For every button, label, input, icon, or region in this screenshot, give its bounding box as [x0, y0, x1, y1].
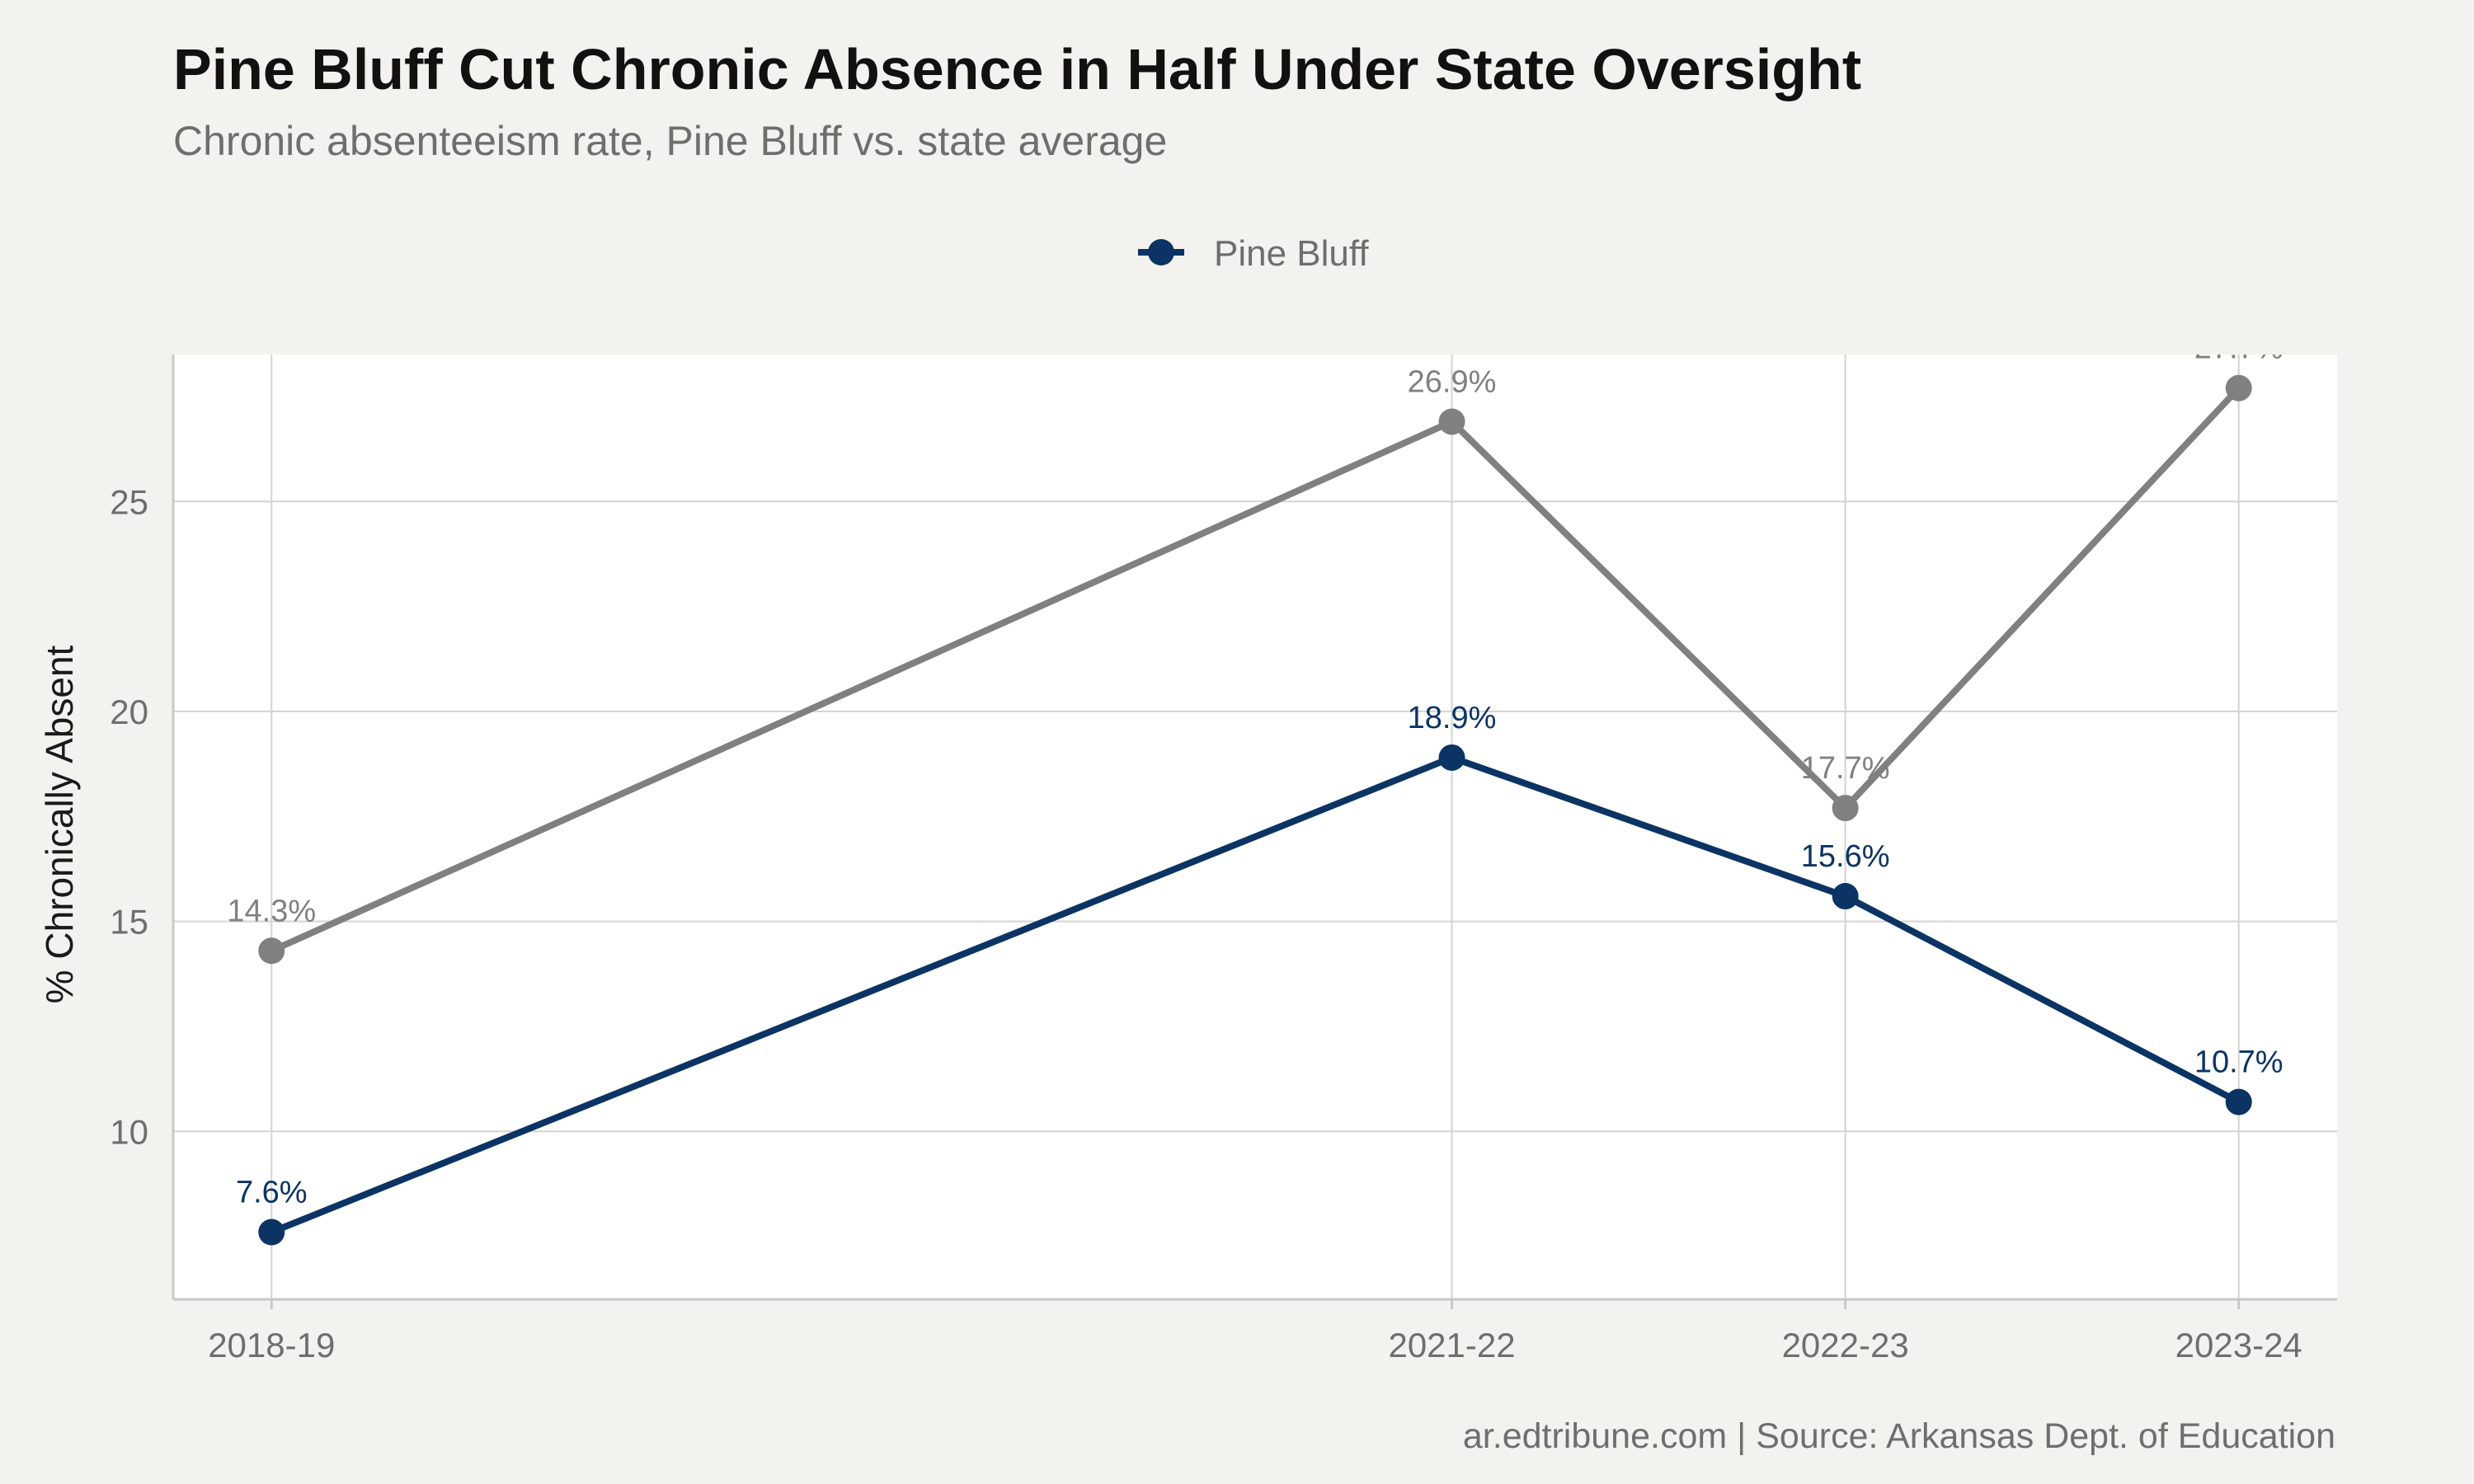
data-label-pine-bluff: 18.9% [1408, 701, 1497, 735]
tick-labels: 10 15 20 25 2018-19 2021-22 2022-23 2023-24 [110, 482, 2302, 1364]
source-caption: ar.edtribune.com | Source: Arkansas Dept… [1462, 1416, 2335, 1456]
data-label-state-average: 27.7% [2194, 331, 2284, 366]
legend-marker-pine-bluff [1148, 239, 1174, 265]
legend: Pine Bluff [1138, 233, 1369, 274]
data-point-pine-bluff [258, 1219, 285, 1246]
data-point-pine-bluff [2225, 1088, 2252, 1115]
data-point-state-average [1438, 408, 1465, 435]
data-point-state-average [258, 937, 285, 965]
series-line-state-average [268, 384, 2242, 955]
chart-subtitle: Chronic absenteeism rate, Pine Bluff vs.… [173, 118, 1168, 164]
data-label-state-average: 26.9% [1408, 364, 1497, 399]
data-point-pine-bluff [1832, 883, 1859, 910]
data-label-state-average: 17.7% [1801, 751, 1890, 786]
series [258, 374, 2252, 1246]
chart-title: Pine Bluff Cut Chronic Absence in Half U… [173, 37, 1862, 101]
x-tick-label: 2022-23 [1782, 1326, 1909, 1364]
y-tick-label: 20 [110, 693, 148, 731]
data-point-state-average [2225, 374, 2252, 402]
data-point-state-average [1832, 795, 1859, 822]
data-label-state-average: 14.3% [227, 894, 316, 928]
data-point-pine-bluff [1438, 744, 1465, 771]
axes [172, 355, 2337, 1301]
series-line-pine-bluff [268, 754, 2242, 1236]
plot-panel [173, 355, 2337, 1299]
data-labels: 14.3% 26.9% 17.7% 27.7% 7.6% 18.9% 15.6% 10.7% [227, 331, 2284, 1210]
y-tick-label: 15 [110, 903, 148, 942]
x-tick-label: 2023-24 [2175, 1326, 2302, 1364]
grid-lines [173, 355, 2337, 1299]
y-tick-label: 10 [110, 1112, 148, 1151]
y-axis-label: % Chronically Absent [38, 645, 81, 1003]
x-tick-label: 2021-22 [1388, 1326, 1515, 1364]
data-label-pine-bluff: 7.6% [236, 1176, 308, 1210]
legend-label-pine-bluff: Pine Bluff [1214, 233, 1369, 274]
x-tick-label: 2018-19 [208, 1326, 335, 1364]
y-tick-label: 25 [110, 482, 148, 521]
data-label-pine-bluff: 10.7% [2194, 1045, 2284, 1080]
data-label-pine-bluff: 15.6% [1801, 839, 1890, 874]
